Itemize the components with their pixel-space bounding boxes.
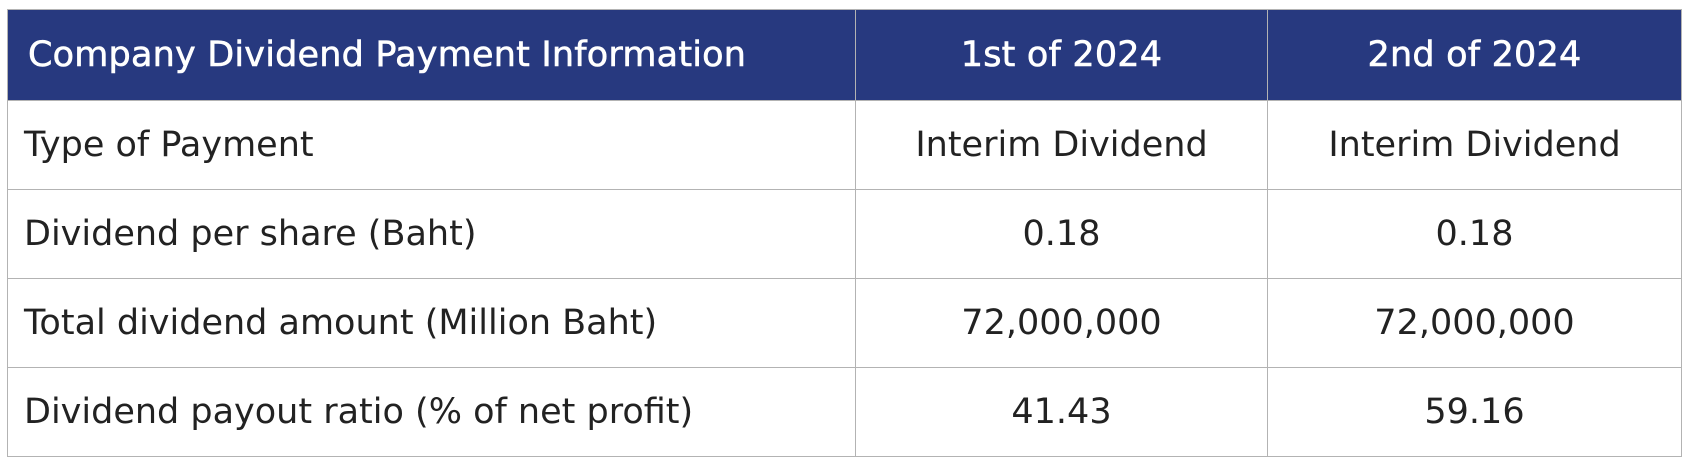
row-label: Total dividend amount (Million Baht) xyxy=(7,278,856,368)
dividend-table: Company Dividend Payment Information 1st… xyxy=(7,9,1682,457)
dividend-table-container: Company Dividend Payment Information 1st… xyxy=(7,9,1682,457)
cell-second-2024: 0.18 xyxy=(1267,189,1682,279)
row-label: Dividend payout ratio (% of net profit) xyxy=(7,367,856,457)
cell-second-2024: Interim Dividend xyxy=(1267,100,1682,190)
row-type-of-payment: Type of Payment Interim Dividend Interim… xyxy=(7,100,1682,190)
row-dividend-per-share: Dividend per share (Baht) 0.18 0.18 xyxy=(7,189,1682,279)
table-body: Type of Payment Interim Dividend Interim… xyxy=(7,100,1682,457)
cell-first-2024: Interim Dividend xyxy=(855,100,1268,190)
row-label: Dividend per share (Baht) xyxy=(7,189,856,279)
header-second-2024: 2nd of 2024 xyxy=(1267,9,1682,101)
cell-first-2024: 0.18 xyxy=(855,189,1268,279)
cell-second-2024: 59.16 xyxy=(1267,367,1682,457)
cell-first-2024: 41.43 xyxy=(855,367,1268,457)
header-company-info: Company Dividend Payment Information xyxy=(7,9,856,101)
row-label: Type of Payment xyxy=(7,100,856,190)
cell-first-2024: 72,000,000 xyxy=(855,278,1268,368)
cell-second-2024: 72,000,000 xyxy=(1267,278,1682,368)
header-row: Company Dividend Payment Information 1st… xyxy=(7,9,1682,101)
table-header: Company Dividend Payment Information 1st… xyxy=(7,9,1682,101)
header-first-2024: 1st of 2024 xyxy=(855,9,1268,101)
row-dividend-payout-ratio: Dividend payout ratio (% of net profit) … xyxy=(7,367,1682,457)
row-total-dividend-amount: Total dividend amount (Million Baht) 72,… xyxy=(7,278,1682,368)
